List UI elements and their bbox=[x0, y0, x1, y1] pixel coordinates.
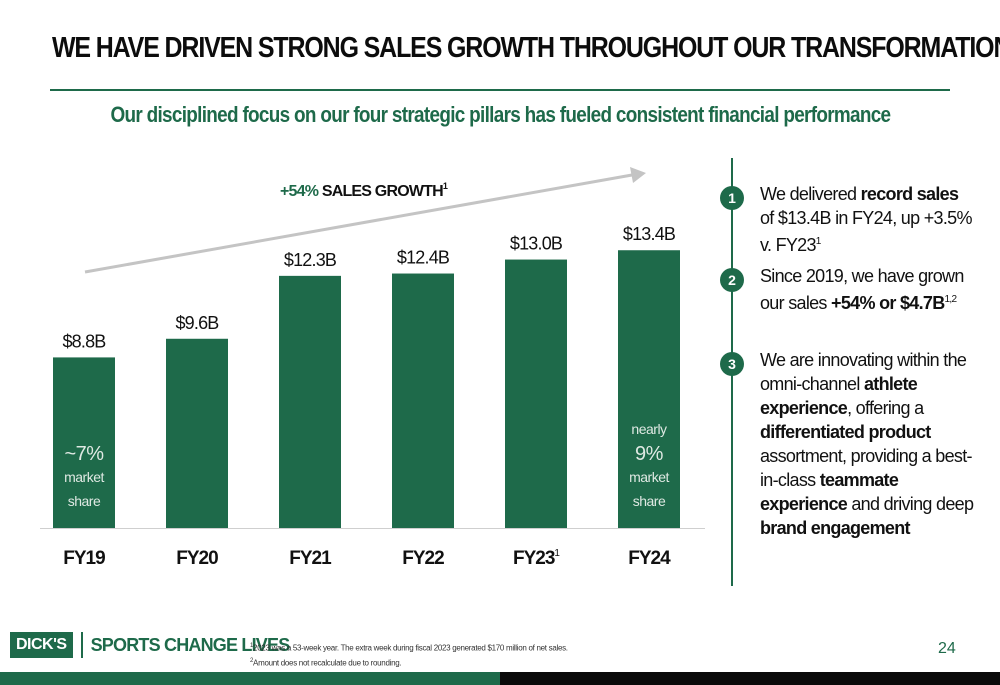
slide-title: WE HAVE DRIVEN STRONG SALES GROWTH THROU… bbox=[52, 32, 1000, 64]
sales-bar-chart: +54% SALES GROWTH1 $8.8B FY19 $9.6B FY20 $12.… bbox=[40, 167, 705, 569]
growth-annotation: +54% SALES GROWTH1 bbox=[280, 181, 448, 200]
growth-label: SALES GROWTH bbox=[318, 183, 443, 200]
value-label-fy22: $12.4B bbox=[397, 248, 450, 268]
footnotes: 12023 was a 53-week year. The extra week… bbox=[250, 640, 568, 669]
footnote-2: 2Amount does not recalculate due to roun… bbox=[250, 657, 402, 668]
dicks-logo: DICK'S bbox=[10, 632, 73, 658]
page-number: 24 bbox=[938, 640, 956, 657]
category-label-fy24: FY24 bbox=[628, 548, 671, 569]
category-label-fy21: FY21 bbox=[289, 548, 332, 569]
brand-tagline: SPORTS CHANGE LIVES bbox=[90, 634, 291, 655]
point-text-1: We delivered record sales of $13.4B in F… bbox=[760, 184, 972, 255]
bar-annotation-1-line-1: 9% bbox=[635, 443, 664, 465]
growth-arrow-line bbox=[84, 173, 633, 274]
bar-annotation-1-line-2: market bbox=[629, 469, 669, 485]
footer-bar-black bbox=[500, 672, 1000, 685]
point-text-3: We are innovating within the omni-channe… bbox=[760, 350, 974, 538]
point-number-3: 3 bbox=[720, 352, 744, 376]
title-divider bbox=[50, 89, 950, 91]
point-number-2: 2 bbox=[720, 268, 744, 292]
category-label-fy19: FY19 bbox=[63, 548, 105, 569]
value-label-fy24: $13.4B bbox=[623, 224, 676, 244]
bar-annotation-1-line-3: share bbox=[633, 493, 666, 509]
bar-fy23 bbox=[505, 259, 567, 528]
category-label-fy22: FY22 bbox=[402, 548, 444, 569]
category-label-fy23: FY231 bbox=[513, 548, 560, 569]
bar-fy21 bbox=[279, 275, 341, 528]
slide-subtitle: Our disciplined focus on our four strate… bbox=[110, 102, 891, 127]
bar-annotation-1-line-0: nearly bbox=[631, 421, 667, 437]
footer-brand: DICK'S SPORTS CHANGE LIVES bbox=[10, 630, 291, 660]
growth-percentage: +54% bbox=[280, 183, 319, 200]
bar-annotation-0-line-1: market bbox=[64, 469, 104, 485]
point-number-1: 1 bbox=[720, 186, 744, 210]
growth-footnote-ref: 1 bbox=[443, 181, 448, 191]
value-label-fy19: $8.8B bbox=[62, 331, 106, 351]
value-label-fy20: $9.6B bbox=[175, 313, 219, 333]
logo-separator bbox=[80, 632, 83, 658]
bar-fy22 bbox=[392, 273, 454, 528]
growth-arrow-head bbox=[630, 167, 646, 183]
bar-annotation-0-line-2: share bbox=[68, 493, 101, 509]
bar-annotation-0-line-0: ~7% bbox=[64, 443, 104, 465]
footnote-1: 12023 was a 53-week year. The extra week… bbox=[250, 643, 568, 653]
footer-bar-green bbox=[0, 672, 500, 685]
value-label-fy23: $13.0B bbox=[510, 234, 563, 254]
bar-fy19 bbox=[53, 357, 115, 528]
point-text-2: Since 2019, we have grown our sales +54%… bbox=[760, 266, 964, 313]
bar-fy20 bbox=[166, 338, 228, 528]
value-label-fy21: $12.3B bbox=[284, 250, 337, 270]
bar-fy24 bbox=[618, 250, 680, 528]
category-label-fy20: FY20 bbox=[176, 548, 218, 569]
